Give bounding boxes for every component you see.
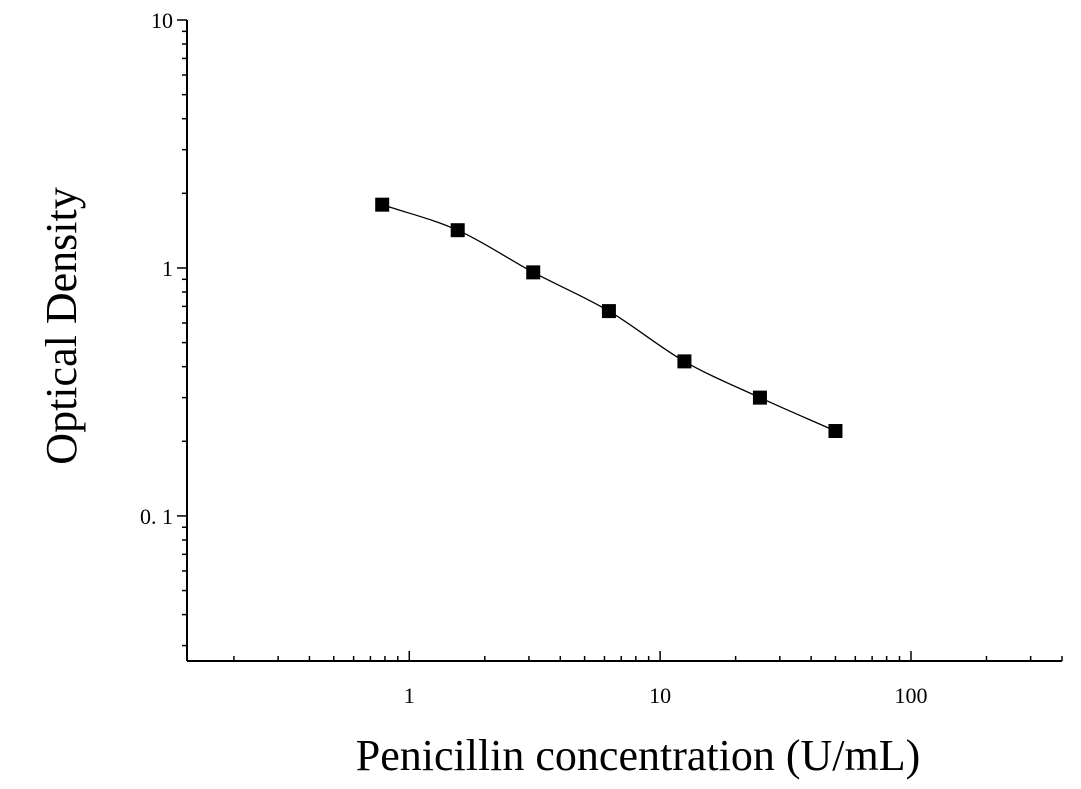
axis-ticks — [177, 19, 1063, 661]
data-point-marker — [601, 304, 616, 319]
data-points — [375, 197, 843, 439]
data-point-marker — [375, 197, 390, 212]
y-tick-label: 1 — [162, 256, 173, 281]
data-point-marker — [677, 354, 692, 369]
data-point-marker — [450, 223, 465, 238]
y-tick-label: 0. 1 — [140, 504, 173, 529]
data-point-marker — [526, 265, 541, 280]
x-tick-label: 10 — [649, 683, 671, 708]
x-tick-label: 100 — [894, 683, 927, 708]
tick-labels: 1 10 100 0. 1 1 10 — [140, 8, 927, 708]
data-point-marker — [828, 424, 843, 439]
x-tick-label: 1 — [404, 683, 415, 708]
x-axis-title: Penicillin concentration (U/mL) — [356, 731, 921, 780]
y-tick-label: 10 — [151, 8, 173, 33]
y-axis-title: Optical Density — [37, 187, 86, 464]
data-point-marker — [752, 390, 767, 405]
